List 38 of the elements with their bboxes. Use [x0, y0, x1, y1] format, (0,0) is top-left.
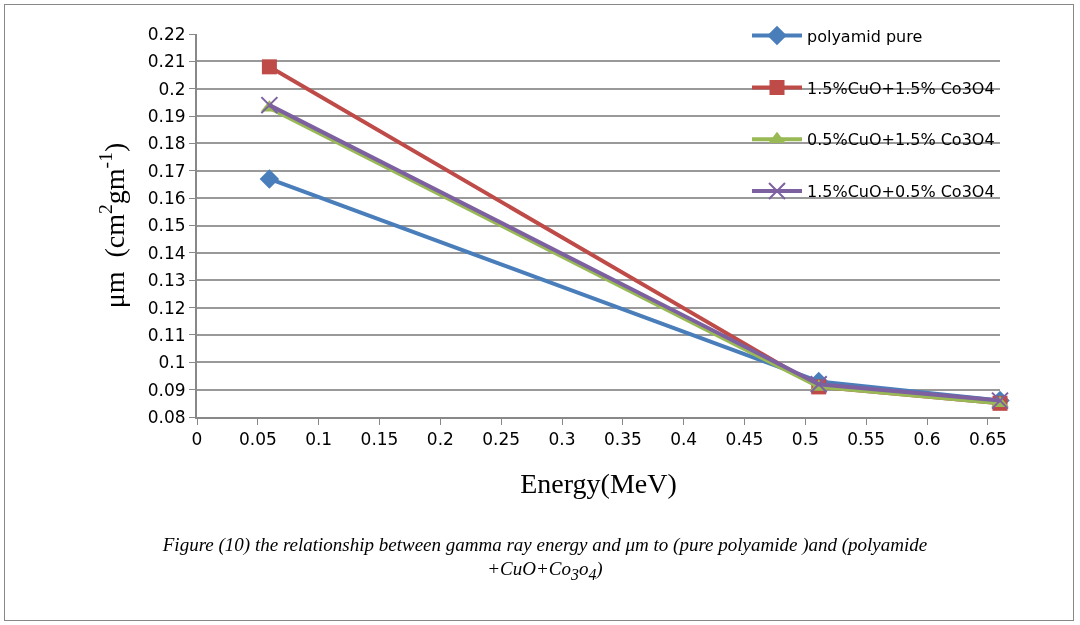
x-tick-label: 0.6 — [913, 429, 941, 450]
y-tick-label: 0.1 — [158, 352, 186, 373]
legend-label: 0.5%CuO+1.5% Co3O4 — [807, 130, 995, 150]
y-tick-label: 0.13 — [147, 270, 186, 291]
text: Figure (10) the relationship between gamma ray energy and μm to (pure polyamide )and (polyamide +CuO+Co$_{3}$o$_{4}$) — [161, 533, 929, 585]
point — [259, 169, 280, 189]
y-tick-label: 0.09 — [147, 379, 186, 400]
y-tick-label: 0.11 — [147, 324, 186, 345]
x-axis-title: Energy(MeV) — [520, 468, 677, 499]
x-tick-label: 0.1 — [305, 429, 333, 450]
x-tick-label: 0.5 — [791, 429, 819, 450]
x-tick-label: 0.55 — [847, 429, 886, 450]
point — [261, 59, 277, 75]
x-tick-label: 0.2 — [426, 429, 454, 450]
y-tick-label: 0.22 — [147, 23, 186, 44]
y-tick-label: 0.15 — [147, 215, 186, 236]
y-tick-label: 0.12 — [147, 297, 186, 318]
y-tick-label: 0.14 — [147, 242, 186, 263]
y-tick-label: 0.16 — [147, 188, 186, 209]
x-tick-label: 0.3 — [548, 429, 576, 450]
y-tick-label: 0.19 — [147, 106, 186, 127]
point — [260, 96, 279, 115]
x-tick-label: 0.15 — [360, 429, 399, 450]
y-tick-label: 0.18 — [147, 133, 186, 154]
y-tick-label: 0.08 — [147, 406, 186, 427]
legend-label: 1.5%CuO+0.5% Co3O4 — [807, 182, 995, 202]
y-tick-label: 0.2 — [158, 78, 186, 99]
x-tick-label: 0.45 — [725, 429, 764, 450]
x-tick-label: 0.35 — [603, 429, 642, 450]
x-tick-label: 0.05 — [238, 429, 277, 450]
legend-label: polyamid pure — [807, 26, 923, 46]
x-tick-label: 0.4 — [670, 429, 698, 450]
x-tick-label: 0 — [191, 429, 203, 450]
legend-label: 1.5%CuO+1.5% Co3O4 — [807, 78, 995, 98]
x-tick-label: 0.65 — [968, 429, 1007, 450]
y-tick-label: 0.17 — [147, 160, 186, 181]
x-tick-label: 0.25 — [482, 429, 521, 450]
y-tick-label: 0.21 — [147, 51, 186, 72]
